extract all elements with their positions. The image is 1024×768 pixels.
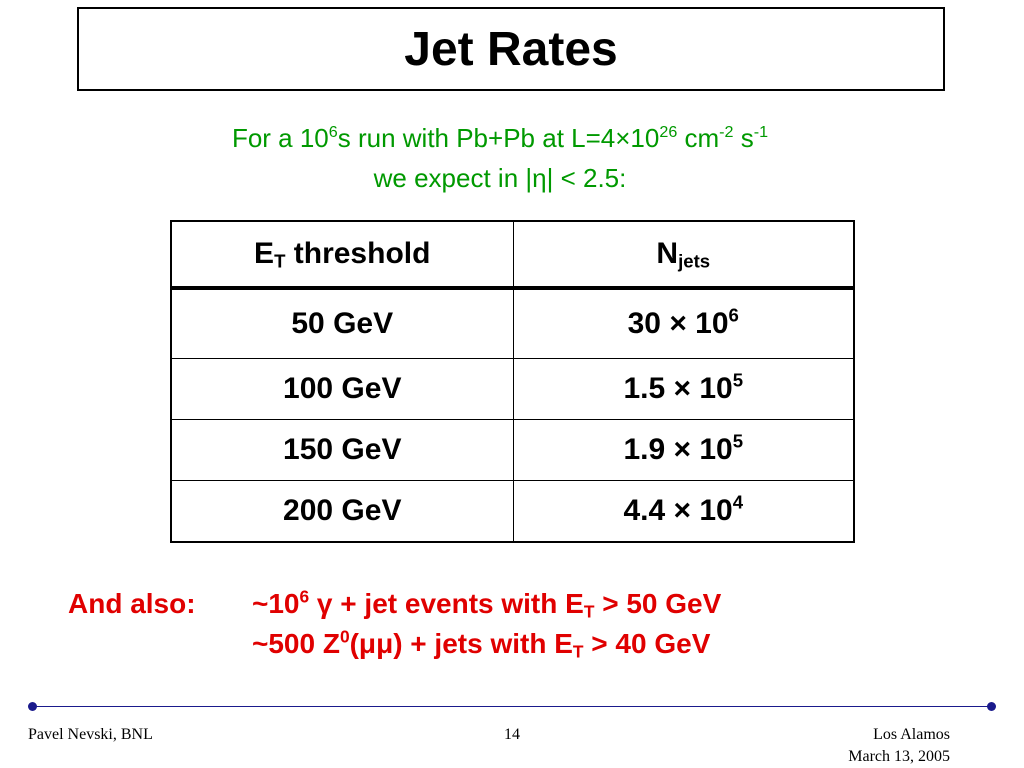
header-sub: jets xyxy=(678,250,711,272)
header-text: N xyxy=(656,237,679,270)
and-also-block: And also: ~106 γ + jet events with ET > 5… xyxy=(68,584,721,664)
intro-line-2: we expect in |η| < 2.5: xyxy=(373,163,627,193)
header-njets: Njets xyxy=(512,220,855,289)
footer-rule-right-dot xyxy=(987,702,996,711)
footer-venue-date: Los Alamos March 13, 2005 xyxy=(848,724,950,768)
intro-part: s run with Pb+Pb at L=4×10 xyxy=(337,123,660,153)
header-sub: T xyxy=(274,250,286,272)
header-text: threshold xyxy=(285,237,431,270)
footer-page-number: 14 xyxy=(504,726,520,743)
also-text: > 50 GeV xyxy=(594,588,722,619)
intro-exp: 26 xyxy=(659,123,678,142)
also-sub: T xyxy=(572,641,584,662)
also-label: And also: xyxy=(68,588,196,619)
also-exp: 6 xyxy=(299,586,310,607)
also-text: (μμ) + jets with E xyxy=(349,628,573,659)
also-text: ~10 xyxy=(252,588,300,619)
threshold-cell: 50 GeV xyxy=(170,287,514,359)
table-header-row: ET threshold Njets xyxy=(170,220,855,289)
also-line-1: And also: ~106 γ + jet events with ET > 5… xyxy=(68,584,721,624)
also-line-2: ~500 Z0(μμ) + jets with ET > 40 GeV xyxy=(68,624,721,664)
intro-part: s xyxy=(733,123,754,153)
njets-exp: 5 xyxy=(732,369,744,391)
threshold-cell: 100 GeV xyxy=(170,358,514,420)
njets-mantissa: 4.4 × 10 xyxy=(623,494,733,527)
also-text: > 40 GeV xyxy=(583,628,711,659)
threshold-cell: 200 GeV xyxy=(170,480,514,543)
njets-cell: 1.9 × 105 xyxy=(512,419,855,481)
footer-rule-left-dot xyxy=(28,702,37,711)
njets-mantissa: 1.5 × 10 xyxy=(623,372,733,405)
jet-rates-table: ET threshold Njets 50 GeV 30 × 106 100 G… xyxy=(170,220,855,543)
also-text: γ + jet events with E xyxy=(309,588,584,619)
header-et-threshold: ET threshold xyxy=(170,220,514,289)
threshold-cell: 150 GeV xyxy=(170,419,514,481)
table-row: 200 GeV 4.4 × 104 xyxy=(170,480,855,543)
footer-author: Pavel Nevski, BNL xyxy=(28,726,153,743)
footer-rule xyxy=(32,706,992,707)
njets-mantissa: 1.9 × 10 xyxy=(623,433,733,466)
intro-exp: 6 xyxy=(328,123,338,142)
slide-title: Jet Rates xyxy=(404,22,618,76)
table-row: 100 GeV 1.5 × 105 xyxy=(170,358,855,420)
njets-exp: 5 xyxy=(732,430,744,452)
table-row: 150 GeV 1.9 × 105 xyxy=(170,419,855,481)
also-sub: T xyxy=(583,601,595,622)
njets-exp: 6 xyxy=(728,304,739,326)
njets-cell: 1.5 × 105 xyxy=(512,358,855,420)
njets-exp: 4 xyxy=(732,491,744,513)
title-box: Jet Rates xyxy=(77,7,945,91)
intro-text: For a 106s run with Pb+Pb at L=4×1026 cm… xyxy=(0,118,1000,198)
intro-exp: -1 xyxy=(753,123,769,142)
footer-venue: Los Alamos xyxy=(873,726,950,743)
intro-part: For a 10 xyxy=(231,123,329,153)
njets-cell: 4.4 × 104 xyxy=(512,480,855,543)
header-text: E xyxy=(254,237,275,270)
intro-part: cm xyxy=(677,123,720,153)
njets-cell: 30 × 106 xyxy=(512,287,855,359)
intro-line-1: For a 106s run with Pb+Pb at L=4×1026 cm… xyxy=(0,118,1000,158)
also-text: ~500 Z xyxy=(252,628,340,659)
njets-mantissa: 30 × 10 xyxy=(627,307,729,340)
intro-exp: -2 xyxy=(719,123,734,142)
table-row: 50 GeV 30 × 106 xyxy=(170,287,855,359)
footer-date: March 13, 2005 xyxy=(848,748,950,765)
also-exp: 0 xyxy=(339,626,350,647)
